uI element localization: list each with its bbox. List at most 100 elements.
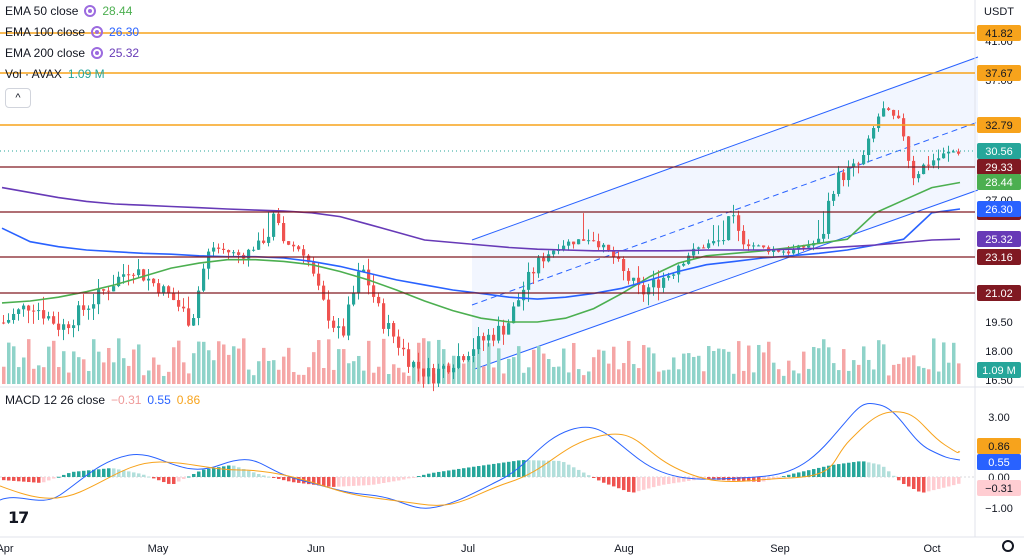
macd-hist-bar [372,477,376,485]
settings-icon[interactable] [91,26,104,38]
candle-body [667,275,671,278]
candle-body [652,279,656,288]
price-axis-tick: 19.50 [985,317,1013,329]
macd-hist-bar [402,477,406,480]
candle-body [957,151,961,154]
price-level-label [977,285,1021,301]
macd-hist-bar [522,460,526,477]
candle-body [142,269,146,281]
candle-body [877,116,881,129]
candle-body [467,356,471,361]
ema50-legend[interactable]: EMA 50 close 28.44 [5,4,132,18]
candle-body [352,292,356,305]
macd-hist-bar [842,463,846,477]
macd-hist-bar [437,471,441,477]
volume-bar [902,357,906,384]
macd-hist-bar [697,477,701,480]
candle-body [907,136,911,161]
volume-bar [262,347,266,384]
candle-body [912,160,916,179]
currency-unit-button[interactable]: USDT [984,6,1014,18]
volume-bar [737,341,741,384]
macd-hist-bar [142,474,146,477]
macd-hist-bar [252,472,256,477]
volume-bar [842,349,846,384]
candle-body [57,323,61,330]
candle-body [587,240,591,242]
macd-hist-bar [482,465,486,477]
candle-body [362,269,366,272]
macd-value-label [977,454,1021,470]
volume-legend[interactable]: Vol · AVAX 1.09 M [5,67,105,81]
volume-bar [437,339,441,384]
macd-hist-bar [32,477,36,483]
candle-body [792,249,796,254]
volume-bar [812,346,816,384]
time-axis-tick: Aug [614,543,634,555]
price-axis-tick: 18.00 [985,346,1013,358]
gear-icon[interactable] [1002,540,1014,552]
candle-body [577,239,581,245]
settings-icon[interactable] [84,5,97,17]
volume-bar [882,344,886,384]
ema100-legend[interactable]: EMA 100 close 26.30 [5,25,139,39]
candle-body [542,257,546,262]
candle-body [492,334,496,341]
macd-hist-bar [862,461,866,477]
volume-bar [372,372,376,384]
candle-body [677,265,681,275]
volume-bar [232,346,236,384]
volume-bar [617,369,621,384]
macd-legend-signal: 0.86 [176,393,201,407]
volume-bar [487,343,491,384]
macd-hist-bar [657,477,661,486]
volume-bar [957,363,961,384]
volume-bar [787,360,791,384]
volume-bar [467,360,471,384]
volume-bar [677,369,681,384]
macd-hist-bar [852,462,856,477]
price-level-label [977,25,1021,41]
ema-value-label-text: 28.44 [985,177,1013,189]
candle-body [597,241,601,248]
volume-bar [947,362,951,384]
candle-body [442,365,446,369]
candle-body [432,368,436,383]
volume-bar [112,362,116,384]
volume-bar [367,340,371,384]
macd-hist-bar [512,461,516,477]
volume-bar [587,371,591,384]
macd-hist-bar [362,477,366,486]
candle-body [167,286,171,293]
macd-hist-bar [877,464,881,477]
volume-bar [712,350,716,384]
volume-bar [642,345,646,384]
macd-hist-bar [17,477,21,482]
macd-hist-bar [592,477,596,478]
macd-hist-bar [662,477,666,485]
volume-bar [472,356,476,384]
volume-bar [27,339,31,384]
volume-bars [2,338,961,384]
candle-body [217,247,221,249]
collapse-legend-button[interactable]: ^ [5,88,31,108]
volume-bar [377,366,381,384]
macd-hist-bar [407,477,411,479]
volume-bar [562,348,566,384]
candle-body [277,213,281,224]
volume-bar [597,349,601,384]
macd-hist-bar [392,477,396,482]
candle-body [462,356,466,361]
candle-body [332,320,336,328]
macd-hist-bar [542,460,546,477]
macd-legend[interactable]: MACD 12 26 close −0.31 0.55 0.86 [5,393,200,407]
candle-body [177,300,181,307]
price-level-label [977,65,1021,81]
volume-bar [362,370,366,384]
volume-bar [82,359,86,384]
ema200-legend[interactable]: EMA 200 close 25.32 [5,46,139,60]
candle-body [392,323,396,337]
settings-icon[interactable] [91,47,104,59]
volume-bar [87,370,91,384]
